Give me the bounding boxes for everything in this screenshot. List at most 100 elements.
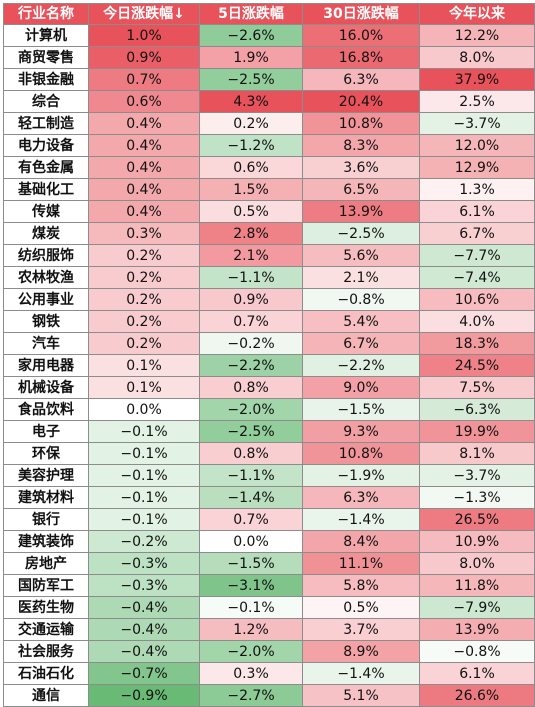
industry-performance-table: 行业名称 今日涨跌幅↓ 5日涨跌幅 30日涨跌幅 今年以来 计算机 1.0% −2.… bbox=[3, 3, 535, 707]
5day-change-cell: 1.9% bbox=[199, 46, 303, 69]
30day-change-cell: 9.0% bbox=[302, 376, 420, 399]
header-ytd-change[interactable]: 今年以来 bbox=[419, 3, 535, 25]
5day-change-cell: −0.2% bbox=[199, 332, 303, 355]
table-row: 汽车 0.2% −0.2% 6.7% 18.3% bbox=[3, 332, 535, 355]
industry-name-cell: 综合 bbox=[3, 90, 89, 113]
industry-name-cell: 农林牧渔 bbox=[3, 266, 89, 289]
today-change-cell: −0.4% bbox=[88, 618, 200, 641]
30day-change-cell: 16.0% bbox=[302, 24, 420, 47]
ytd-change-cell: 24.5% bbox=[419, 354, 535, 377]
industry-name-cell: 银行 bbox=[3, 508, 89, 531]
table-row: 煤炭 0.3% 2.8% −2.5% 6.7% bbox=[3, 222, 535, 245]
ytd-change-cell: 8.1% bbox=[419, 442, 535, 465]
30day-change-cell: 6.3% bbox=[302, 68, 420, 91]
industry-name-cell: 纺织服饰 bbox=[3, 244, 89, 267]
table-row: 食品饮料 0.0% −2.0% −1.5% −6.3% bbox=[3, 398, 535, 421]
table-row: 基础化工 0.4% 1.5% 6.5% 1.3% bbox=[3, 178, 535, 201]
today-change-cell: −0.1% bbox=[88, 508, 200, 531]
5day-change-cell: 1.2% bbox=[199, 618, 303, 641]
today-change-cell: −0.3% bbox=[88, 574, 200, 597]
5day-change-cell: 0.6% bbox=[199, 156, 303, 179]
30day-change-cell: 11.1% bbox=[302, 552, 420, 575]
industry-name-cell: 机械设备 bbox=[3, 376, 89, 399]
5day-change-cell: −1.4% bbox=[199, 486, 303, 509]
today-change-cell: −0.4% bbox=[88, 640, 200, 663]
table-row: 非银金融 0.7% −2.5% 6.3% 37.9% bbox=[3, 68, 535, 91]
today-change-cell: 0.9% bbox=[88, 46, 200, 69]
ytd-change-cell: 10.9% bbox=[419, 530, 535, 553]
table-row: 社会服务 −0.4% −2.0% 8.9% −0.8% bbox=[3, 640, 535, 663]
ytd-change-cell: 6.1% bbox=[419, 662, 535, 685]
industry-name-cell: 通信 bbox=[3, 684, 89, 707]
30day-change-cell: −0.8% bbox=[302, 288, 420, 311]
today-change-cell: 0.3% bbox=[88, 222, 200, 245]
today-change-cell: 0.4% bbox=[88, 112, 200, 135]
30day-change-cell: 8.4% bbox=[302, 530, 420, 553]
ytd-change-cell: 12.9% bbox=[419, 156, 535, 179]
industry-name-cell: 国防军工 bbox=[3, 574, 89, 597]
30day-change-cell: −2.2% bbox=[302, 354, 420, 377]
ytd-change-cell: 11.8% bbox=[419, 574, 535, 597]
today-change-cell: 0.7% bbox=[88, 68, 200, 91]
industry-name-cell: 汽车 bbox=[3, 332, 89, 355]
ytd-change-cell: 2.5% bbox=[419, 90, 535, 113]
30day-change-cell: 5.8% bbox=[302, 574, 420, 597]
ytd-change-cell: −1.3% bbox=[419, 486, 535, 509]
5day-change-cell: 0.8% bbox=[199, 376, 303, 399]
industry-name-cell: 计算机 bbox=[3, 24, 89, 47]
today-change-cell: 0.6% bbox=[88, 90, 200, 113]
today-change-cell: −0.1% bbox=[88, 442, 200, 465]
ytd-change-cell: 26.6% bbox=[419, 684, 535, 707]
ytd-change-cell: 10.6% bbox=[419, 288, 535, 311]
30day-change-cell: 5.1% bbox=[302, 684, 420, 707]
header-30day-change[interactable]: 30日涨跌幅 bbox=[302, 3, 420, 25]
header-industry-name[interactable]: 行业名称 bbox=[3, 3, 89, 25]
5day-change-cell: 0.0% bbox=[199, 530, 303, 553]
today-change-cell: 1.0% bbox=[88, 24, 200, 47]
30day-change-cell: −1.5% bbox=[302, 398, 420, 421]
5day-change-cell: 0.3% bbox=[199, 662, 303, 685]
30day-change-cell: −1.4% bbox=[302, 508, 420, 531]
today-change-cell: 0.1% bbox=[88, 354, 200, 377]
header-row: 行业名称 今日涨跌幅↓ 5日涨跌幅 30日涨跌幅 今年以来 bbox=[3, 3, 535, 25]
5day-change-cell: −2.6% bbox=[199, 24, 303, 47]
header-today-change[interactable]: 今日涨跌幅↓ bbox=[88, 3, 200, 25]
table-row: 美容护理 −0.1% −1.1% −1.9% −3.7% bbox=[3, 464, 535, 487]
5day-change-cell: −1.5% bbox=[199, 552, 303, 575]
30day-change-cell: 5.6% bbox=[302, 244, 420, 267]
ytd-change-cell: 19.9% bbox=[419, 420, 535, 443]
30day-change-cell: 13.9% bbox=[302, 200, 420, 223]
5day-change-cell: −2.7% bbox=[199, 684, 303, 707]
industry-name-cell: 交通运输 bbox=[3, 618, 89, 641]
industry-name-cell: 家用电器 bbox=[3, 354, 89, 377]
ytd-change-cell: 13.9% bbox=[419, 618, 535, 641]
industry-name-cell: 公用事业 bbox=[3, 288, 89, 311]
5day-change-cell: 0.2% bbox=[199, 112, 303, 135]
table-row: 农林牧渔 0.2% −1.1% 2.1% −7.4% bbox=[3, 266, 535, 289]
table-header: 行业名称 今日涨跌幅↓ 5日涨跌幅 30日涨跌幅 今年以来 bbox=[3, 3, 535, 25]
industry-name-cell: 非银金融 bbox=[3, 68, 89, 91]
ytd-change-cell: 37.9% bbox=[419, 68, 535, 91]
today-change-cell: 0.4% bbox=[88, 178, 200, 201]
industry-name-cell: 基础化工 bbox=[3, 178, 89, 201]
today-change-cell: −0.1% bbox=[88, 420, 200, 443]
table-row: 综合 0.6% 4.3% 20.4% 2.5% bbox=[3, 90, 535, 113]
today-change-cell: −0.1% bbox=[88, 486, 200, 509]
header-5day-change[interactable]: 5日涨跌幅 bbox=[199, 3, 303, 25]
30day-change-cell: 9.3% bbox=[302, 420, 420, 443]
5day-change-cell: −0.1% bbox=[199, 596, 303, 619]
ytd-change-cell: 8.0% bbox=[419, 46, 535, 69]
5day-change-cell: −2.2% bbox=[199, 354, 303, 377]
table-row: 计算机 1.0% −2.6% 16.0% 12.2% bbox=[3, 24, 535, 47]
30day-change-cell: −2.5% bbox=[302, 222, 420, 245]
30day-change-cell: 16.8% bbox=[302, 46, 420, 69]
today-change-cell: 0.2% bbox=[88, 288, 200, 311]
industry-name-cell: 电力设备 bbox=[3, 134, 89, 157]
30day-change-cell: 3.6% bbox=[302, 156, 420, 179]
ytd-change-cell: 18.3% bbox=[419, 332, 535, 355]
industry-name-cell: 建筑材料 bbox=[3, 486, 89, 509]
30day-change-cell: 0.5% bbox=[302, 596, 420, 619]
30day-change-cell: 6.3% bbox=[302, 486, 420, 509]
ytd-change-cell: 12.2% bbox=[419, 24, 535, 47]
